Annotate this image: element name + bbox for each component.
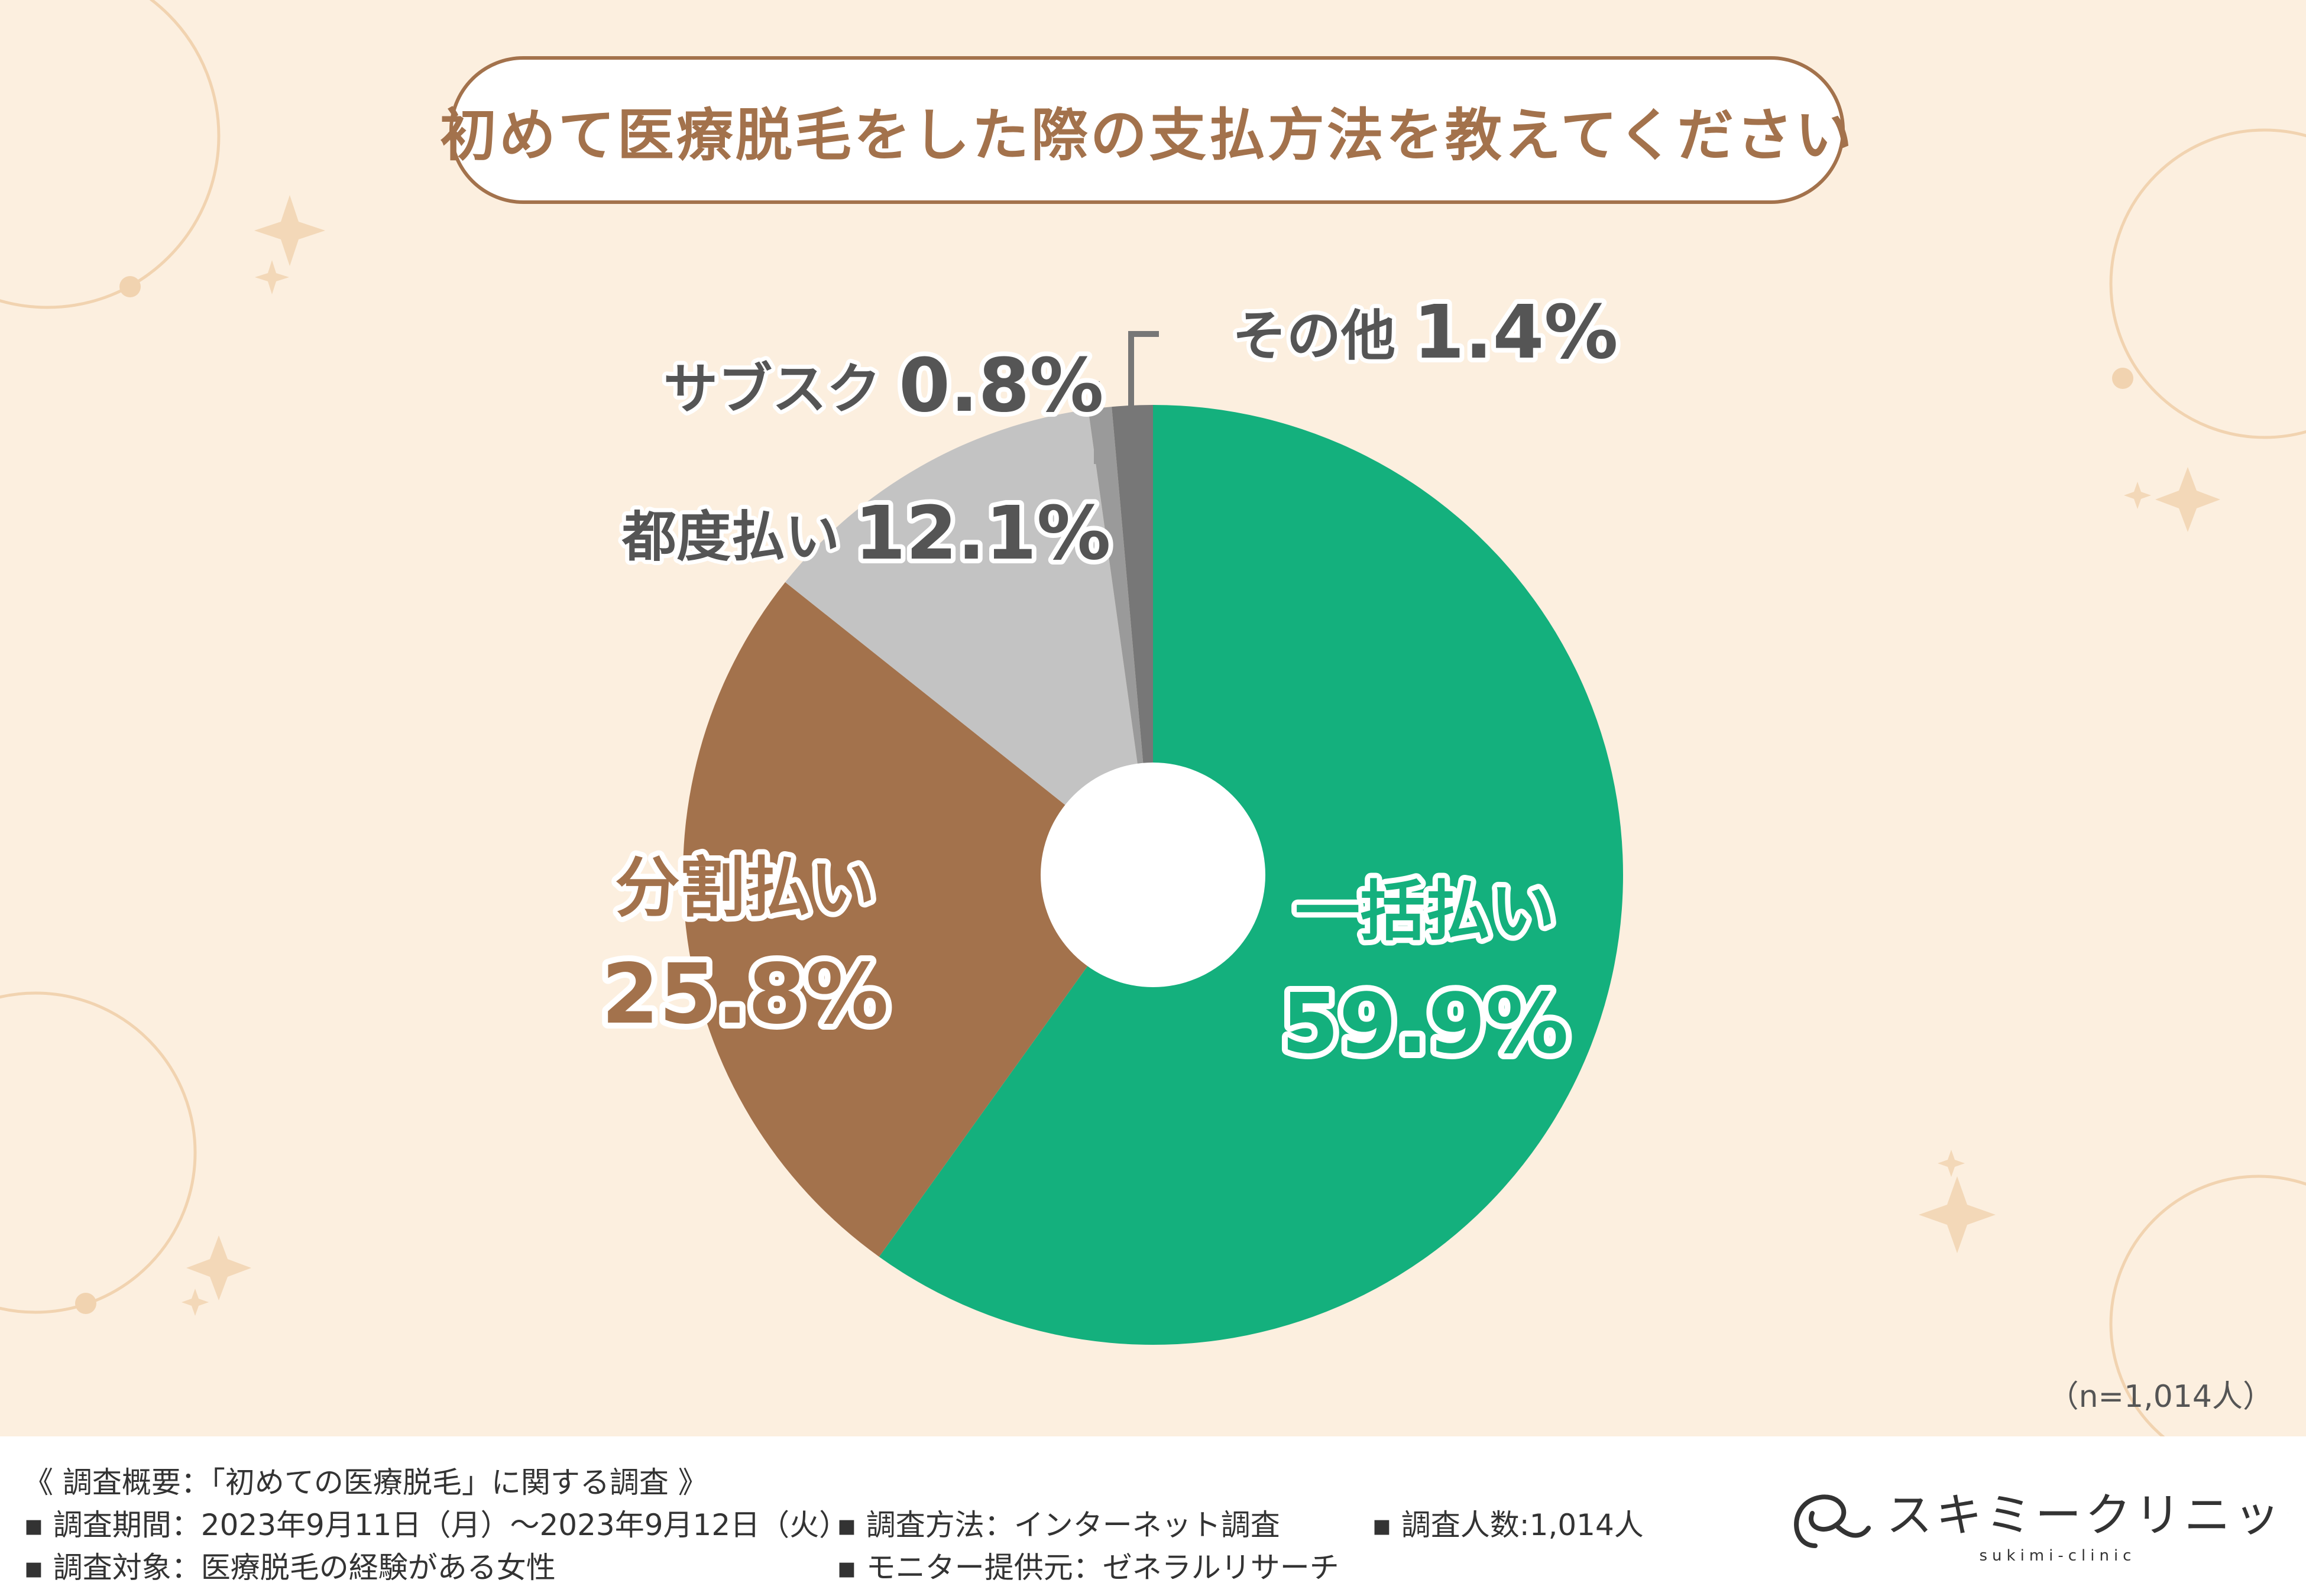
slice-installment	[683, 582, 1153, 1257]
slice-value-per-visit: 12.1%	[854, 491, 1111, 576]
slice-label-installment: 分割払い	[615, 850, 875, 926]
leader-line-other	[1128, 331, 1159, 461]
slice-other	[1112, 405, 1153, 875]
survey-provider: モニター提供元：ゼネラルリサーチ	[837, 1544, 1339, 1587]
slice-label-other: その他	[1232, 304, 1395, 368]
slice-value-installment: 25.8%	[601, 946, 889, 1043]
title-box: 初めて医療脱毛をした際の支払方法を教えてください	[440, 56, 1852, 204]
slice-per-visit	[785, 409, 1153, 875]
leader-line-subscription	[1076, 381, 1100, 464]
brand-logo: スキミークリニック sukimi-clinic	[1794, 1489, 2288, 1565]
sparkle-icon	[2124, 482, 2151, 509]
slice-value-subscription: 0.8%	[899, 343, 1104, 429]
brand-mark-icon	[1794, 1494, 1871, 1548]
survey-method: 調査方法：インターネット調査	[837, 1501, 1280, 1544]
brand-name: スキミークリニック	[1886, 1489, 2288, 1542]
sample-size-note: （n=1,014人）	[2048, 1379, 2273, 1415]
sparkle-icon	[254, 195, 325, 266]
sparkle-icon	[255, 260, 289, 294]
sparkle-icon	[186, 1235, 251, 1300]
survey-count: 調査人数:1,014人	[1372, 1501, 1644, 1544]
survey-period: 調査期間：2023年9月11日（月）～2023年9月12日（火）	[24, 1501, 848, 1544]
survey-overview: 《 調査概要：「初めての医療脱毛」に関する調査 》	[24, 1465, 708, 1500]
chart-title: 初めて医療脱毛をした際の支払方法を教えてください	[439, 102, 1855, 168]
survey-footer: 《 調査概要：「初めての医療脱毛」に関する調査 》 調査期間：2023年9月11…	[0, 1436, 2306, 1596]
sparkle-icon	[182, 1289, 209, 1316]
survey-target: 調査対象：医療脱毛の経験がある女性	[24, 1544, 556, 1587]
brand-subname: sukimi-clinic	[1980, 1547, 2136, 1565]
slice-label-subscription: サブスク	[663, 358, 881, 421]
slice-value-other: 1.4%	[1413, 290, 1618, 375]
slice-label-per-visit: 都度払い	[621, 505, 840, 569]
sparkle-icon	[1938, 1150, 1965, 1177]
slice-value-lump-sum: 59.9%	[1281, 976, 1569, 1072]
sparkle-icon	[2155, 467, 2220, 532]
slice-subscription	[1088, 407, 1153, 875]
donut-hole	[1041, 763, 1265, 987]
sparkle-icon	[1919, 1176, 1996, 1253]
slice-label-lump-sum: 一括払い	[1295, 874, 1555, 949]
